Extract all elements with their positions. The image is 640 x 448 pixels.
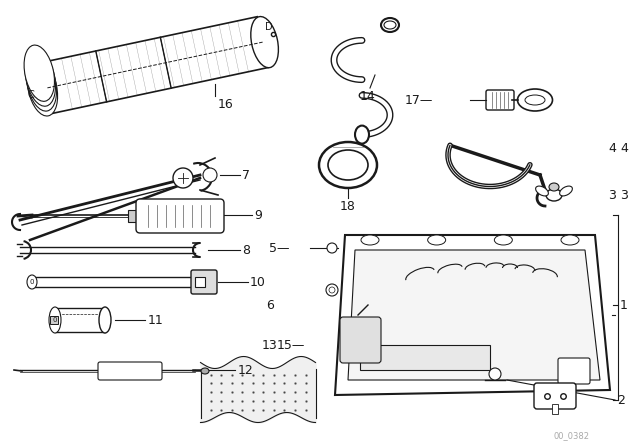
Text: 8: 8: [242, 244, 250, 257]
Polygon shape: [335, 235, 610, 395]
FancyBboxPatch shape: [98, 362, 162, 380]
Ellipse shape: [355, 125, 369, 144]
Text: 2: 2: [617, 393, 625, 406]
Text: 4: 4: [620, 142, 628, 155]
Text: 18: 18: [340, 200, 356, 213]
Text: 14: 14: [360, 90, 376, 103]
Bar: [360, 345, 490, 370]
Text: 13: 13: [262, 339, 278, 352]
Text: 4: 4: [608, 142, 616, 155]
Ellipse shape: [25, 50, 56, 106]
Ellipse shape: [328, 150, 368, 180]
Ellipse shape: [536, 186, 548, 196]
Text: D: D: [265, 22, 273, 32]
Circle shape: [326, 284, 338, 296]
Text: 15—: 15—: [276, 339, 305, 352]
Circle shape: [329, 287, 335, 293]
Bar: [128, 210, 140, 222]
Ellipse shape: [99, 307, 111, 333]
Text: 16: 16: [218, 98, 234, 111]
Ellipse shape: [24, 45, 54, 101]
Polygon shape: [348, 250, 600, 380]
Text: 1: 1: [620, 298, 628, 311]
Ellipse shape: [381, 18, 399, 32]
Ellipse shape: [559, 186, 572, 196]
Ellipse shape: [525, 95, 545, 105]
Text: 9: 9: [254, 208, 262, 221]
Circle shape: [173, 168, 193, 188]
Text: 5—: 5—: [269, 241, 290, 254]
Ellipse shape: [428, 235, 445, 245]
Text: 0: 0: [52, 317, 57, 323]
FancyBboxPatch shape: [486, 90, 514, 110]
Text: 6: 6: [266, 298, 274, 311]
Text: C: C: [28, 90, 34, 100]
Text: 3: 3: [608, 189, 616, 202]
Text: 7: 7: [242, 168, 250, 181]
Bar: [195, 277, 205, 287]
Ellipse shape: [201, 368, 209, 374]
Text: 12: 12: [238, 363, 253, 376]
FancyBboxPatch shape: [340, 317, 381, 363]
Bar: [55, 308, 105, 332]
Text: 00_0382: 00_0382: [554, 431, 590, 440]
Bar: [50, 316, 58, 324]
Ellipse shape: [546, 189, 562, 201]
FancyBboxPatch shape: [136, 199, 224, 233]
Ellipse shape: [27, 275, 37, 289]
Text: 10: 10: [250, 276, 266, 289]
Ellipse shape: [251, 17, 278, 68]
Text: 0: 0: [29, 279, 35, 285]
Circle shape: [327, 243, 337, 253]
Ellipse shape: [361, 235, 379, 245]
FancyBboxPatch shape: [534, 383, 576, 409]
Ellipse shape: [561, 235, 579, 245]
Text: 3: 3: [620, 189, 628, 202]
Circle shape: [203, 168, 217, 182]
Text: 11: 11: [148, 314, 164, 327]
Ellipse shape: [28, 60, 58, 116]
Ellipse shape: [549, 183, 559, 191]
Ellipse shape: [49, 307, 61, 333]
Polygon shape: [42, 17, 268, 113]
Ellipse shape: [26, 55, 56, 111]
Ellipse shape: [494, 235, 513, 245]
Ellipse shape: [384, 21, 396, 29]
FancyBboxPatch shape: [558, 358, 590, 384]
Ellipse shape: [319, 142, 377, 188]
FancyBboxPatch shape: [191, 270, 217, 294]
Bar: [552, 404, 558, 414]
Ellipse shape: [518, 89, 552, 111]
Circle shape: [489, 368, 501, 380]
Text: 17—: 17—: [405, 94, 433, 107]
